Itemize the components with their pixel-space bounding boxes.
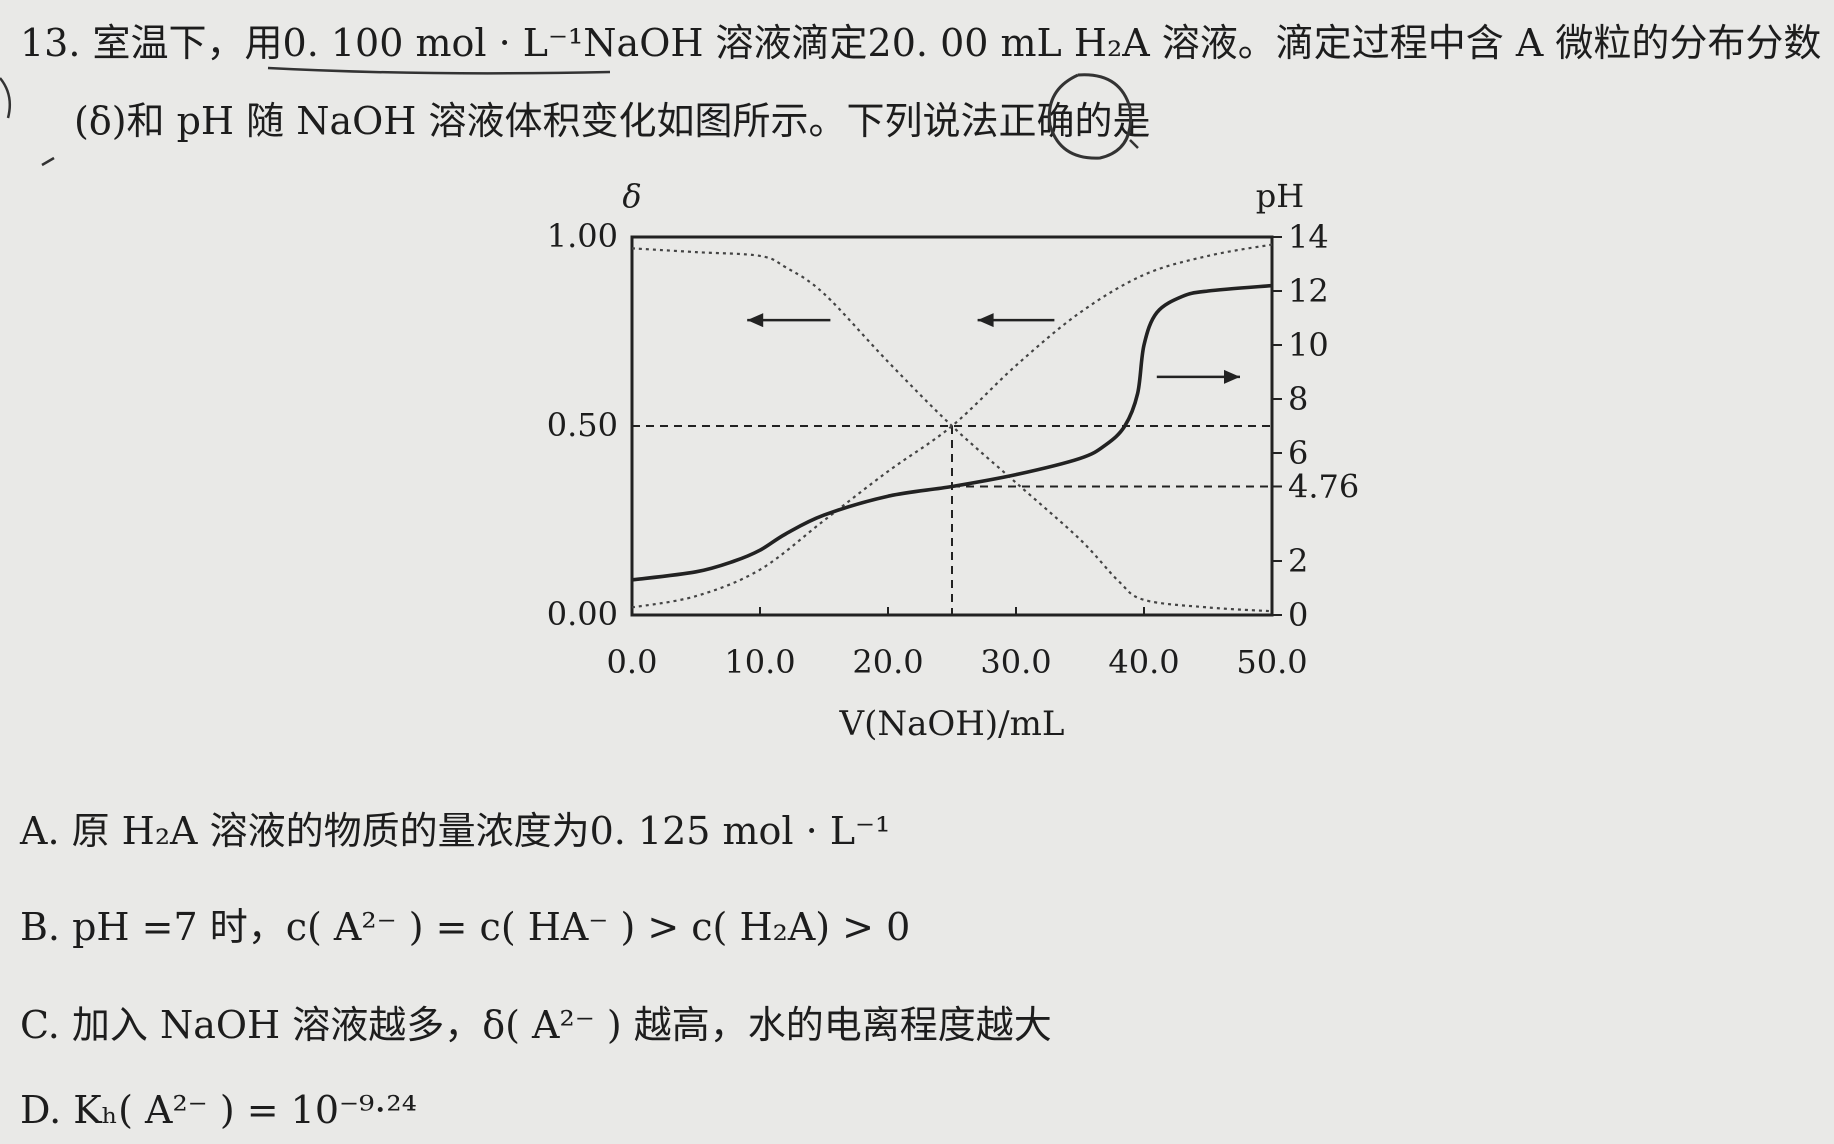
right-tick-label: 14 xyxy=(1288,218,1329,256)
chart-series xyxy=(631,243,1273,613)
right-tick-label: 0 xyxy=(1288,596,1308,634)
right-tick-label: 10 xyxy=(1288,326,1329,364)
arrow-right-head xyxy=(1224,369,1240,384)
question-line-2: (δ)和 pH 随 NaOH 溶液体积变化如图所示。下列说法正确的是 xyxy=(74,99,1151,143)
reference-lines xyxy=(632,425,1272,615)
series-line-1 xyxy=(631,247,1273,613)
x-tick-label: 20.0 xyxy=(852,643,923,681)
x-axis-label: V(NaOH)/mL xyxy=(839,704,1065,744)
x-tick-label: 50.0 xyxy=(1236,643,1307,681)
right-tick-label: 8 xyxy=(1288,380,1308,418)
right-tick-label: 2 xyxy=(1288,542,1308,580)
x-tick-label: 0.0 xyxy=(607,643,658,681)
tick-labels: 0.0 10.0 20.0 30.0 40.0 50.0 0.00 0.50 1.00 0 2 4.7… xyxy=(547,177,1360,744)
arrow-left-1-head xyxy=(747,313,764,328)
left-tick-label: 0.00 xyxy=(547,595,618,633)
right-axis-label: pH xyxy=(1256,177,1304,215)
right-tick-label: 4.76 xyxy=(1288,467,1359,505)
x-tick-label: 30.0 xyxy=(980,643,1051,681)
left-axis-label: δ xyxy=(622,177,641,215)
x-tick-label: 10.0 xyxy=(724,643,795,681)
x-tick-label: 40.0 xyxy=(1108,643,1179,681)
option-b: B. pH =7 时，c( A²⁻ ) = c( HA⁻ ) > c( H₂A)… xyxy=(20,905,911,949)
left-tick-label: 1.00 xyxy=(547,217,618,255)
option-d: D. Kₕ( A²⁻ ) = 10⁻⁹·²⁴ xyxy=(20,1088,417,1132)
series-line-3 xyxy=(631,283,1273,582)
question-line-1: 13. 室温下，用0. 100 mol · L⁻¹NaOH 溶液滴定20. 00… xyxy=(20,21,1822,65)
right-tick-label: 6 xyxy=(1288,434,1308,472)
option-a: A. 原 H₂A 溶液的物质的量浓度为0. 125 mol · L⁻¹ xyxy=(20,809,891,853)
axis-arrows xyxy=(747,313,1240,384)
arrow-left-2-head xyxy=(977,313,994,328)
left-tick-label: 0.50 xyxy=(547,406,618,444)
right-tick-label: 12 xyxy=(1288,272,1329,310)
option-c: C. 加入 NaOH 溶液越多，δ( A²⁻ ) 越高，水的电离程度越大 xyxy=(20,1003,1052,1047)
